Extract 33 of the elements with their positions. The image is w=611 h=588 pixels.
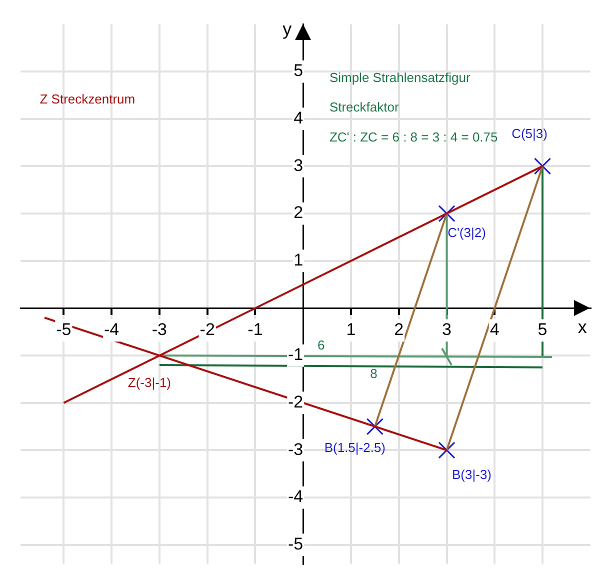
y-tick-label: 1 [294,250,304,270]
x-tick-label: -3 [152,320,168,340]
x-axis-title: x [578,317,587,338]
x-tick-label: 2 [394,320,404,340]
x-tick-label: 5 [538,320,548,340]
y-tick-label: -3 [288,440,304,459]
x-tick-label: 4 [490,320,500,340]
x-tick-label: -5 [56,320,72,340]
x-tick-label: 1 [346,320,356,340]
annotation: C(5|3) [512,126,548,141]
annotation: Z Streckzentrum [40,92,136,107]
y-tick-label: 5 [294,61,304,80]
annotation: B(3|-3) [452,466,492,482]
x-tick-label: -1 [248,320,263,340]
annotation: 6 [317,338,325,353]
text: Streckfaktor [329,100,400,115]
y-axis-title: y [282,19,292,40]
annotation: C'(3|2) [448,225,486,240]
x-tick-label: -4 [104,320,120,340]
annotation: Z(-3|-1) [128,375,172,390]
y-tick-label: -5 [288,534,304,554]
y-tick-label: 4 [294,108,304,128]
y-tick-label: -4 [288,487,304,506]
y-tick-label: -2 [288,392,304,412]
y-tick-label: 2 [294,203,304,222]
x-tick-label: 3 [442,320,452,340]
y-tick-label: -1 [288,345,304,364]
y-tick-label: 3 [294,156,304,175]
annotation: ZC' : ZC = 6 : 8 = 3 : 4 = 0.75 [329,129,498,144]
annotation: B(1.5|-2.5) [324,440,386,456]
x-tick-label: -2 [200,320,215,340]
annotation: 8 [370,366,378,382]
text: Simple Strahlensatzfigur [329,70,472,86]
